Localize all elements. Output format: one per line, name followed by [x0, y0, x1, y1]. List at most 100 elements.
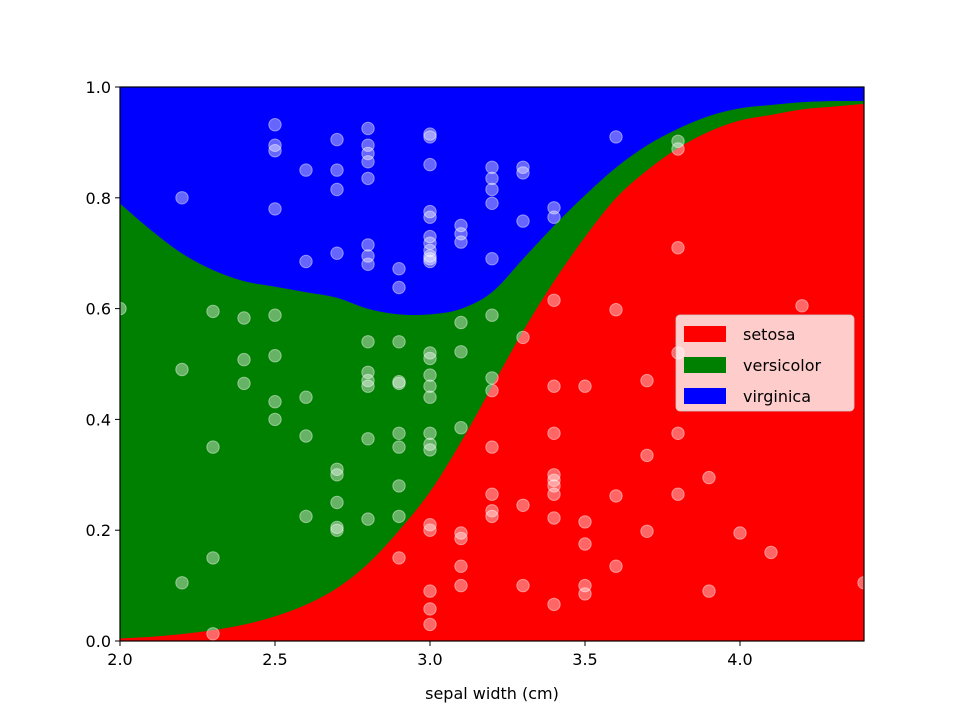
- scatter-point: [361, 512, 375, 526]
- scatter-point: [485, 171, 499, 186]
- scatter-point: [423, 602, 437, 616]
- scatter-point: [330, 462, 344, 476]
- scatter-point: [454, 235, 468, 249]
- scatter-point: [299, 429, 313, 443]
- scatter-point: [361, 121, 375, 136]
- scatter-point: [268, 308, 282, 322]
- scatter-point: [485, 371, 499, 385]
- scatter-point: [423, 157, 437, 172]
- scatter-point: [423, 426, 437, 440]
- scatter-point: [454, 526, 468, 540]
- scatter-point: [175, 576, 189, 590]
- legend-label-versicolor: versicolor: [743, 356, 821, 375]
- scatter-point: [423, 437, 437, 451]
- scatter-point: [423, 252, 437, 266]
- scatter-point: [299, 163, 313, 177]
- scatter-point: [485, 383, 499, 398]
- scatter-point: [423, 210, 437, 224]
- scatter-point: [454, 578, 468, 593]
- scatter-point: [392, 440, 406, 454]
- scatter-point: [671, 426, 685, 440]
- scatter-point: [330, 523, 344, 537]
- scatter-point: [330, 468, 344, 482]
- y-tick-label: 0.4: [86, 410, 111, 429]
- scatter-point: [268, 202, 282, 216]
- legend-swatch-setosa: [684, 326, 726, 342]
- scatter-point: [547, 210, 561, 224]
- scatter-point: [516, 330, 530, 345]
- scatter-point: [237, 376, 251, 391]
- scatter-point: [330, 182, 344, 197]
- scatter-point: [423, 617, 437, 632]
- scatter-point: [330, 132, 344, 147]
- scatter-point: [268, 395, 282, 409]
- scatter-point: [733, 526, 747, 540]
- scatter-point: [392, 376, 406, 391]
- scatter-point: [609, 130, 623, 144]
- scatter-point: [578, 587, 592, 601]
- scatter-point: [640, 373, 654, 388]
- scatter-point: [454, 531, 468, 546]
- scatter-point: [423, 243, 437, 258]
- scatter-point: [485, 509, 499, 524]
- scatter-point: [237, 311, 251, 325]
- scatter-point: [423, 368, 437, 382]
- y-tick-label: 0.0: [86, 632, 111, 651]
- scatter-point: [268, 412, 282, 427]
- scatter-point: [578, 379, 592, 393]
- scatter-point: [485, 196, 499, 211]
- scatter-point: [516, 578, 530, 593]
- scatter-point: [702, 584, 716, 598]
- scatter-point: [547, 511, 561, 525]
- x-axis-ticks: 2.0 2.5 3.0 3.5 4.0: [107, 641, 753, 669]
- scatter-point: [547, 473, 561, 487]
- y-axis-ticks: 0.0 0.2 0.4 0.6 0.8 1.0: [86, 78, 120, 651]
- scatter-point: [423, 443, 437, 457]
- scatter-point: [671, 134, 685, 149]
- scatter-point: [361, 249, 375, 263]
- legend-label-setosa: setosa: [743, 325, 795, 344]
- scatter-point: [485, 440, 499, 454]
- scatter-point: [206, 440, 220, 454]
- x-tick-label: 2.5: [262, 650, 287, 669]
- y-tick-label: 0.8: [86, 189, 111, 208]
- scatter-point: [392, 335, 406, 349]
- scatter-point: [206, 627, 220, 641]
- scatter-point: [423, 130, 437, 144]
- scatter-point: [547, 379, 561, 393]
- scatter-point: [423, 236, 437, 250]
- scatter-point: [485, 182, 499, 197]
- scatter-point: [423, 351, 437, 366]
- y-tick-label: 0.2: [86, 521, 111, 540]
- scatter-point: [516, 166, 530, 180]
- scatter-point: [671, 241, 685, 255]
- scatter-point: [423, 254, 437, 269]
- y-tick-label: 0.6: [86, 300, 111, 319]
- scatter-point: [423, 584, 437, 598]
- scatter-point: [516, 498, 530, 512]
- scatter-point: [361, 432, 375, 446]
- scatter-point: [237, 352, 251, 367]
- scatter-point: [175, 362, 189, 377]
- scatter-point: [206, 304, 220, 319]
- plot-frame: [119, 86, 865, 642]
- scatter-point: [671, 142, 685, 156]
- scatter-point: [361, 379, 375, 393]
- scatter-point: [361, 238, 375, 252]
- scatter-point: [454, 227, 468, 241]
- legend-label-virginica: virginica: [743, 387, 811, 406]
- scatter-point: [454, 315, 468, 330]
- scatter-point: [299, 509, 313, 524]
- scatter-point: [640, 448, 654, 463]
- scatter-point: [485, 504, 499, 518]
- scatter-point: [485, 252, 499, 266]
- scatter-point: [485, 487, 499, 501]
- scatter-point: [454, 218, 468, 233]
- scatter-point: [454, 421, 468, 435]
- scatter-point: [206, 551, 220, 565]
- scatter-point: [578, 578, 592, 593]
- scatter-point: [361, 146, 375, 161]
- scatter-point: [330, 163, 344, 177]
- scatter-point: [299, 390, 313, 404]
- scatter-point: [547, 468, 561, 482]
